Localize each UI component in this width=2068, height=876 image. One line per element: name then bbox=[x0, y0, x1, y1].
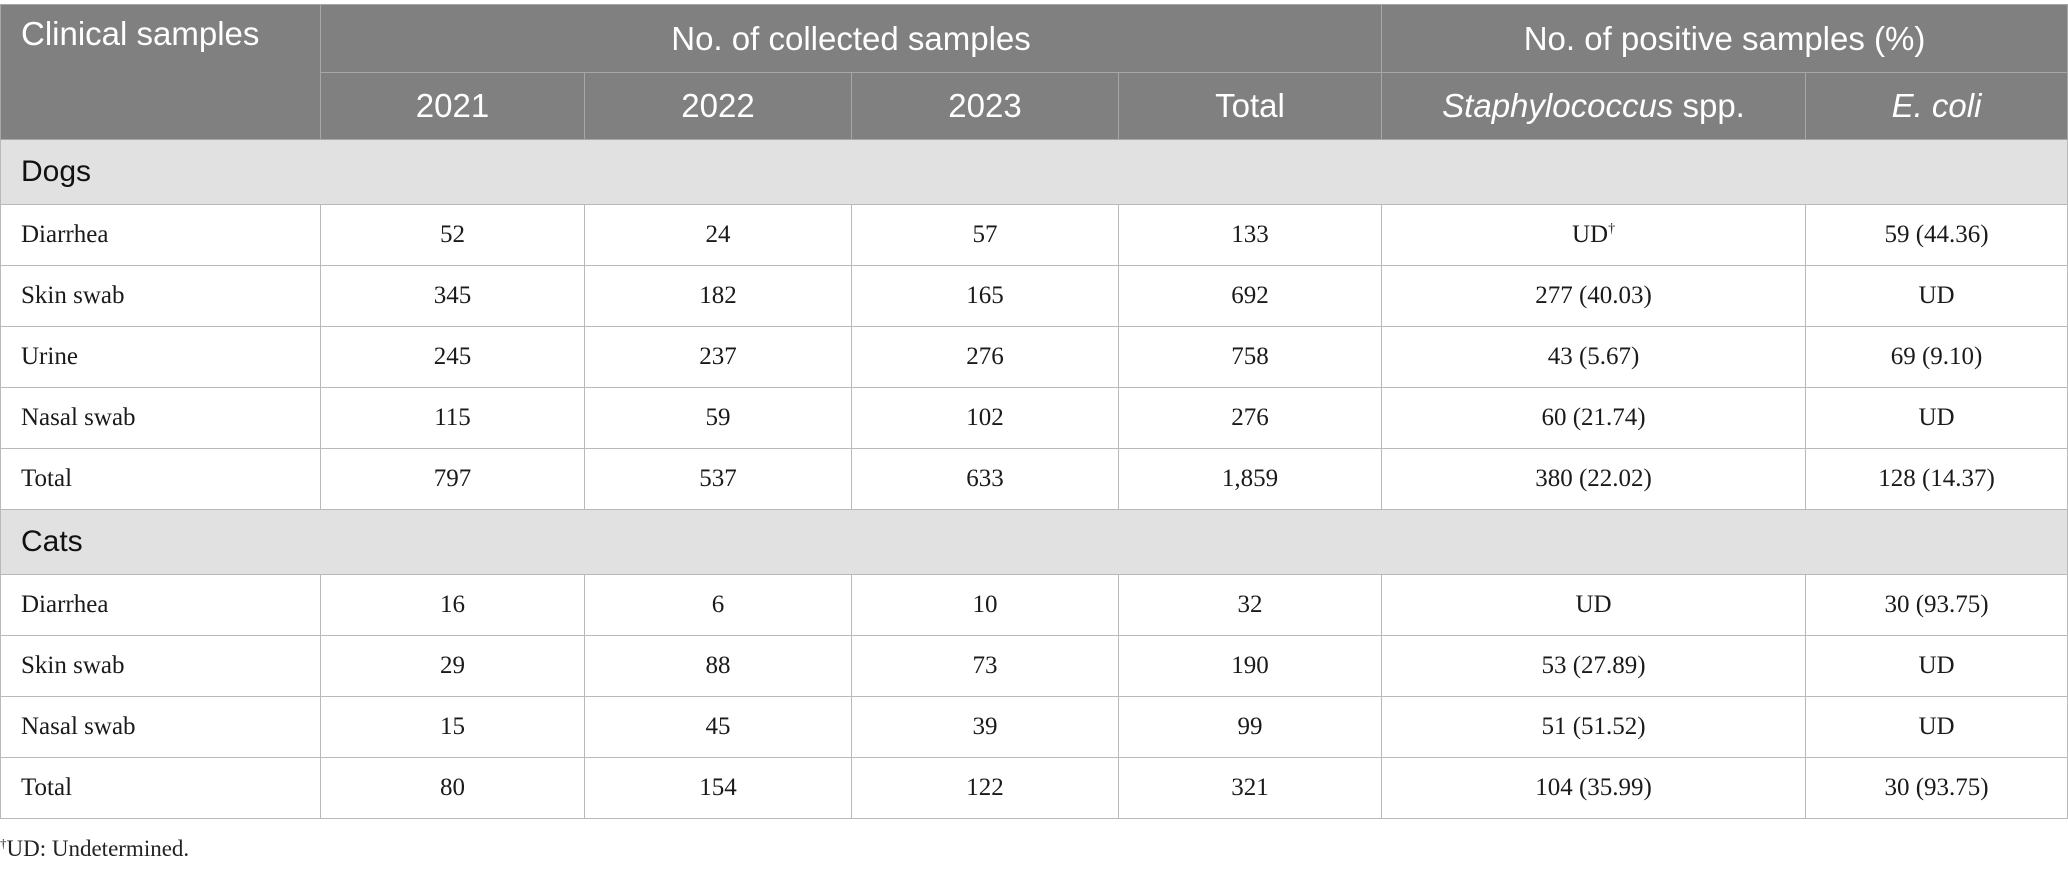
table-row: Skin swab 29 88 73 190 53 (27.89) UD bbox=[0, 635, 2068, 697]
table-footnote: †UD: Undetermined. bbox=[0, 836, 189, 862]
cell-2023: 276 bbox=[851, 326, 1119, 388]
table-row: Total 797 537 633 1,859 380 (22.02) 128 … bbox=[0, 448, 2068, 510]
cell-2021: 245 bbox=[320, 326, 585, 388]
cell-total: 190 bbox=[1117, 635, 1383, 697]
cell-ecoli: 30 (93.75) bbox=[1805, 574, 2068, 636]
row-label: Diarrhea bbox=[0, 204, 321, 266]
table-row: Urine 245 237 276 758 43 (5.67) 69 (9.10… bbox=[0, 326, 2068, 388]
table-row: Diarrhea 52 24 57 133 UD† 59 (44.36) bbox=[0, 204, 2068, 266]
cell-staph: UD bbox=[1381, 574, 1807, 636]
cell-2023: 57 bbox=[851, 204, 1119, 266]
row-label: Urine bbox=[0, 326, 321, 388]
group-row-cats: Cats bbox=[0, 509, 2068, 575]
table-row: Nasal swab 115 59 102 276 60 (21.74) UD bbox=[0, 387, 2068, 449]
cell-staph: 53 (27.89) bbox=[1381, 635, 1807, 697]
row-label: Skin swab bbox=[0, 265, 321, 327]
header-staphylococcus: Staphylococcus spp. bbox=[1381, 72, 1807, 140]
cell-2022: 88 bbox=[584, 635, 852, 697]
cell-2023: 122 bbox=[851, 757, 1119, 819]
cell-2022: 182 bbox=[584, 265, 852, 327]
samples-table: Clinical samples No. of collected sample… bbox=[0, 4, 2068, 819]
cell-staph-value: UD bbox=[1571, 221, 1609, 248]
table-container: Clinical samples No. of collected sample… bbox=[0, 4, 2068, 819]
header-year-2023: 2023 bbox=[851, 72, 1119, 140]
footnote-text: UD: Undetermined. bbox=[6, 836, 190, 861]
cell-2021: 52 bbox=[320, 204, 585, 266]
cell-ecoli: UD bbox=[1805, 265, 2068, 327]
cell-staph: 43 (5.67) bbox=[1381, 326, 1807, 388]
cell-2021: 797 bbox=[320, 448, 585, 510]
cell-2023: 10 bbox=[851, 574, 1119, 636]
header-year-2022: 2022 bbox=[584, 72, 852, 140]
header-clinical-samples: Clinical samples bbox=[0, 4, 321, 140]
header-staph-genus: Staphylococcus bbox=[1442, 87, 1674, 124]
cell-total: 1,859 bbox=[1117, 448, 1383, 510]
footnote-mark: † bbox=[0, 835, 7, 851]
cell-staph: 380 (22.02) bbox=[1381, 448, 1807, 510]
cell-2022: 45 bbox=[584, 696, 852, 758]
cell-total: 99 bbox=[1117, 696, 1383, 758]
table-row: Nasal swab 15 45 39 99 51 (51.52) UD bbox=[0, 696, 2068, 758]
cell-2021: 29 bbox=[320, 635, 585, 697]
row-label: Nasal swab bbox=[0, 387, 321, 449]
table-row: Diarrhea 16 6 10 32 UD 30 (93.75) bbox=[0, 574, 2068, 636]
row-label: Nasal swab bbox=[0, 696, 321, 758]
cell-total: 276 bbox=[1117, 387, 1383, 449]
cell-2022: 6 bbox=[584, 574, 852, 636]
cell-2021: 80 bbox=[320, 757, 585, 819]
cell-ecoli: 30 (93.75) bbox=[1805, 757, 2068, 819]
row-label: Total bbox=[0, 448, 321, 510]
header-collected-samples: No. of collected samples bbox=[319, 4, 1383, 73]
cell-2022: 59 bbox=[584, 387, 852, 449]
cell-staph: 51 (51.52) bbox=[1381, 696, 1807, 758]
cell-total: 758 bbox=[1117, 326, 1383, 388]
row-label: Total bbox=[0, 757, 321, 819]
cell-total: 133 bbox=[1117, 204, 1383, 266]
header-year-2021: 2021 bbox=[320, 72, 585, 140]
cell-total: 692 bbox=[1117, 265, 1383, 327]
header-total: Total bbox=[1117, 72, 1383, 140]
header-ecoli-label: E. coli bbox=[1891, 87, 1982, 124]
cell-staph: 60 (21.74) bbox=[1381, 387, 1807, 449]
cell-2021: 115 bbox=[320, 387, 585, 449]
cell-total: 321 bbox=[1117, 757, 1383, 819]
cell-2023: 39 bbox=[851, 696, 1119, 758]
cell-2021: 15 bbox=[320, 696, 585, 758]
cell-total: 32 bbox=[1117, 574, 1383, 636]
group-row-dogs: Dogs bbox=[0, 139, 2068, 205]
cell-ecoli: UD bbox=[1805, 696, 2068, 758]
cell-ecoli: 59 (44.36) bbox=[1805, 204, 2068, 266]
table-body: Dogs Diarrhea 52 24 57 133 UD† 59 (44.36… bbox=[0, 139, 2068, 819]
cell-2022: 237 bbox=[584, 326, 852, 388]
cell-ecoli: UD bbox=[1805, 387, 2068, 449]
cell-2022: 154 bbox=[584, 757, 852, 819]
cell-2023: 165 bbox=[851, 265, 1119, 327]
cell-2021: 345 bbox=[320, 265, 585, 327]
footnote-mark: † bbox=[1608, 221, 1616, 237]
table-row: Total 80 154 122 321 104 (35.99) 30 (93.… bbox=[0, 757, 2068, 819]
header-staph-suffix: spp. bbox=[1673, 87, 1745, 124]
row-label: Skin swab bbox=[0, 635, 321, 697]
header-positive-samples: No. of positive samples (%) bbox=[1381, 4, 2068, 73]
header-ecoli: E. coli bbox=[1805, 72, 2068, 140]
cell-2022: 537 bbox=[584, 448, 852, 510]
table-row: Skin swab 345 182 165 692 277 (40.03) UD bbox=[0, 265, 2068, 327]
cell-2022: 24 bbox=[584, 204, 852, 266]
row-label: Diarrhea bbox=[0, 574, 321, 636]
cell-2023: 633 bbox=[851, 448, 1119, 510]
table-header: Clinical samples No. of collected sample… bbox=[0, 4, 2068, 140]
cell-2021: 16 bbox=[320, 574, 585, 636]
cell-2023: 73 bbox=[851, 635, 1119, 697]
cell-ecoli: 128 (14.37) bbox=[1805, 448, 2068, 510]
cell-ecoli: UD bbox=[1805, 635, 2068, 697]
group-label: Cats bbox=[0, 509, 2068, 575]
cell-staph: 104 (35.99) bbox=[1381, 757, 1807, 819]
cell-staph: 277 (40.03) bbox=[1381, 265, 1807, 327]
cell-ecoli: 69 (9.10) bbox=[1805, 326, 2068, 388]
cell-2023: 102 bbox=[851, 387, 1119, 449]
cell-staph: UD† bbox=[1381, 204, 1807, 266]
group-label: Dogs bbox=[0, 139, 2068, 205]
